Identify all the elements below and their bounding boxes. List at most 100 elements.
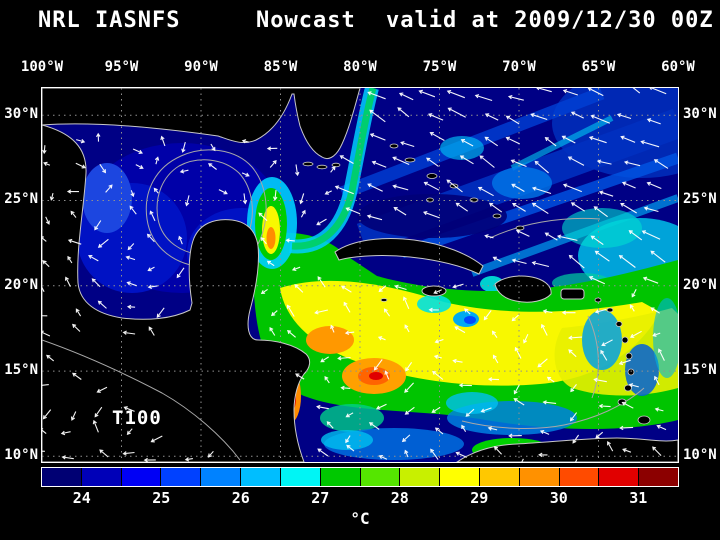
current-vector-arrow — [623, 160, 641, 167]
current-vector-arrow — [536, 88, 552, 93]
current-vector-arrow — [621, 181, 636, 189]
current-vector-arrow — [568, 335, 583, 340]
current-vector-arrow — [179, 169, 189, 174]
current-vector-arrow — [148, 326, 155, 336]
current-vector-arrow — [294, 164, 300, 177]
current-vector-arrow — [454, 326, 466, 334]
current-vector-arrow — [316, 404, 329, 410]
current-vector-arrow — [400, 141, 415, 148]
current-vector-arrow — [642, 276, 659, 284]
current-vector-arrow — [650, 250, 666, 263]
colorbar-tick-label: 26 — [231, 489, 250, 507]
current-vector-arrow — [531, 186, 552, 195]
current-vector-arrow — [150, 435, 163, 443]
current-vector-arrow — [594, 308, 607, 314]
current-vector-arrow — [588, 135, 607, 144]
current-vector-arrow — [43, 161, 51, 166]
current-vector-arrow — [156, 307, 165, 318]
current-vector-arrow — [452, 283, 464, 289]
current-vector-arrow — [339, 155, 354, 164]
current-vector-arrow — [594, 250, 610, 262]
current-vector-arrow — [402, 296, 410, 310]
current-vector-arrow — [72, 323, 81, 332]
lat-label-right: 25°N — [683, 191, 717, 207]
colorbar-tick-label: 30 — [549, 489, 568, 507]
current-vector-arrow — [346, 444, 355, 452]
current-vector-arrow — [587, 88, 604, 97]
current-vector-arrow — [122, 330, 136, 335]
current-vector-arrow — [590, 235, 604, 246]
current-vector-arrow — [544, 232, 558, 241]
colorbar-segment — [319, 468, 360, 486]
current-vector-arrow — [125, 255, 136, 261]
current-vector-arrow — [429, 132, 445, 141]
current-vector-arrow — [344, 330, 355, 336]
current-vector-arrow — [147, 266, 155, 272]
current-vector-arrow — [654, 407, 664, 412]
current-vector-arrow — [320, 356, 329, 363]
current-vector-arrow — [46, 354, 55, 362]
current-vector-arrow — [515, 229, 530, 237]
current-vector-arrow — [650, 307, 660, 314]
current-vector-arrow — [423, 181, 440, 191]
current-vector-arrow — [397, 107, 410, 118]
colorbar-segment — [598, 468, 639, 486]
current-vector-arrow — [324, 376, 330, 384]
current-vector-arrow — [629, 304, 635, 312]
current-vector-arrow — [570, 111, 584, 119]
lat-label-left: 30°N — [4, 106, 38, 122]
current-vector-arrow — [561, 135, 576, 144]
current-vector-arrow — [658, 348, 665, 361]
current-vector-arrow — [540, 323, 548, 336]
current-vector-arrow — [542, 309, 553, 314]
current-vector-arrow — [459, 155, 474, 165]
current-vector-arrow — [260, 288, 268, 295]
current-vector-arrow — [42, 260, 50, 268]
current-vector-arrow — [96, 386, 108, 393]
lon-label: 85°W — [263, 59, 298, 75]
current-vector-arrow — [618, 359, 631, 366]
temperature-map — [42, 88, 678, 462]
current-vector-arrow — [291, 266, 301, 272]
current-vector-arrow — [646, 181, 662, 190]
current-vector-arrow — [42, 282, 45, 293]
colorbar-segment — [120, 468, 161, 486]
current-vector-arrow — [652, 332, 661, 337]
colorbar-segment — [80, 468, 121, 486]
current-vector-arrow — [537, 358, 548, 368]
current-vector-arrow — [511, 203, 526, 212]
current-vector-arrow — [45, 216, 50, 225]
current-vector-arrow — [272, 190, 278, 201]
current-vector-arrow — [649, 88, 667, 95]
current-vector-arrow — [122, 451, 135, 456]
lat-label-left: 20°N — [4, 277, 38, 293]
lat-label-left: 10°N — [4, 447, 38, 463]
current-vector-arrow — [460, 139, 474, 147]
lat-label-right: 30°N — [683, 106, 717, 122]
colorbar-tick-label: 27 — [311, 489, 330, 507]
current-vector-arrow — [369, 133, 386, 141]
grid-layer — [42, 88, 678, 462]
model-name: NRL IASNFS — [38, 8, 181, 33]
current-vector-arrow — [369, 109, 386, 123]
current-vector-arrow — [446, 89, 465, 99]
current-vector-arrow — [505, 136, 520, 145]
current-vector-arrow — [269, 327, 276, 336]
current-vector-arrow — [383, 308, 391, 317]
lon-label: 65°W — [581, 59, 616, 75]
current-vector-arrow — [324, 190, 332, 195]
current-vector-arrow — [99, 449, 109, 458]
current-vector-arrow — [505, 115, 520, 125]
current-vector-arrow — [432, 370, 444, 380]
current-vector-arrow — [620, 135, 636, 143]
current-vector-arrow — [521, 458, 524, 462]
current-vector-arrow — [487, 426, 498, 431]
current-vector-arrow — [556, 234, 578, 241]
colorbar-tick-label: 24 — [72, 489, 91, 507]
current-vector-arrow — [431, 406, 441, 413]
current-vector-arrow — [241, 172, 250, 177]
current-vector-arrow — [392, 184, 409, 191]
current-vector-arrow — [590, 114, 611, 124]
current-vector-arrow — [621, 401, 634, 409]
current-vector-arrow — [455, 451, 468, 458]
